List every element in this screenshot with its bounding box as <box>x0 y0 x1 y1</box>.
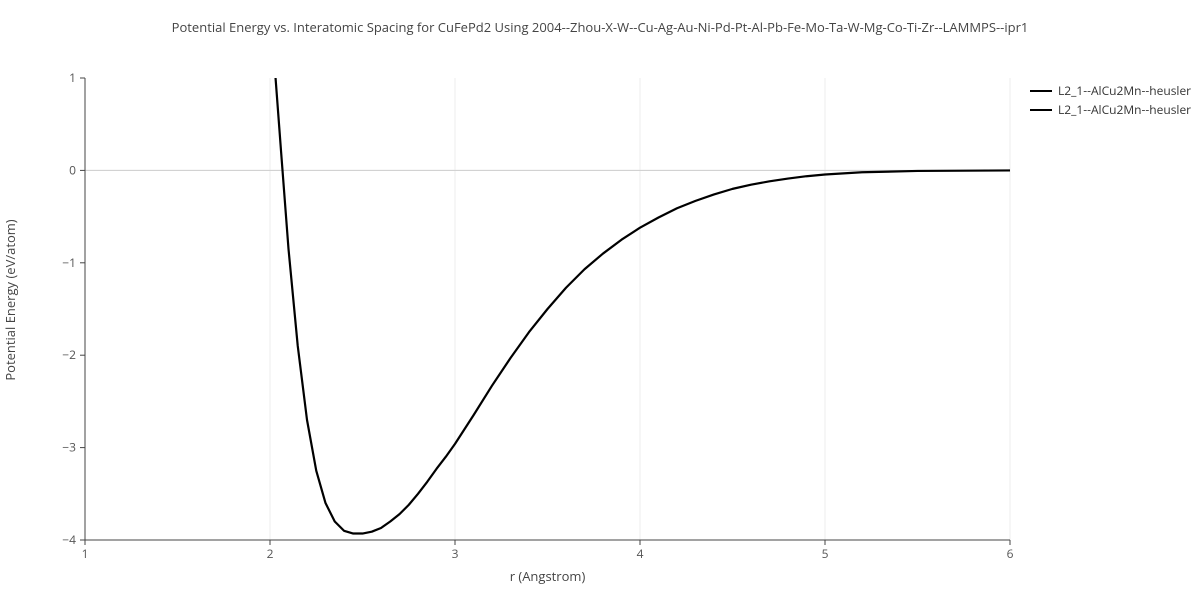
svg-text:−1: −1 <box>62 254 76 271</box>
legend-label: L2_1--AlCu2Mn--heusler <box>1058 82 1191 99</box>
svg-text:−4: −4 <box>62 531 76 548</box>
legend-label: L2_1--AlCu2Mn--heusler <box>1058 101 1191 118</box>
svg-text:1: 1 <box>82 545 89 562</box>
legend-item: L2_1--AlCu2Mn--heusler <box>1030 101 1191 118</box>
chart-container: Potential Energy vs. Interatomic Spacing… <box>0 0 1200 600</box>
legend-swatch <box>1030 109 1052 111</box>
svg-text:5: 5 <box>822 545 829 562</box>
svg-text:0: 0 <box>69 161 76 178</box>
svg-text:3: 3 <box>452 545 459 562</box>
plot-svg: 1 2 3 4 5 6 −4 −3 −2 −1 0 1 <box>0 0 1200 600</box>
svg-text:1: 1 <box>69 69 76 86</box>
svg-text:2: 2 <box>267 545 274 562</box>
svg-text:−2: −2 <box>62 346 76 363</box>
svg-text:−3: −3 <box>62 439 76 456</box>
svg-text:4: 4 <box>637 545 644 562</box>
legend-item: L2_1--AlCu2Mn--heusler <box>1030 82 1191 99</box>
legend: L2_1--AlCu2Mn--heusler L2_1--AlCu2Mn--heu… <box>1030 82 1191 120</box>
svg-text:6: 6 <box>1007 545 1014 562</box>
legend-swatch <box>1030 90 1052 92</box>
